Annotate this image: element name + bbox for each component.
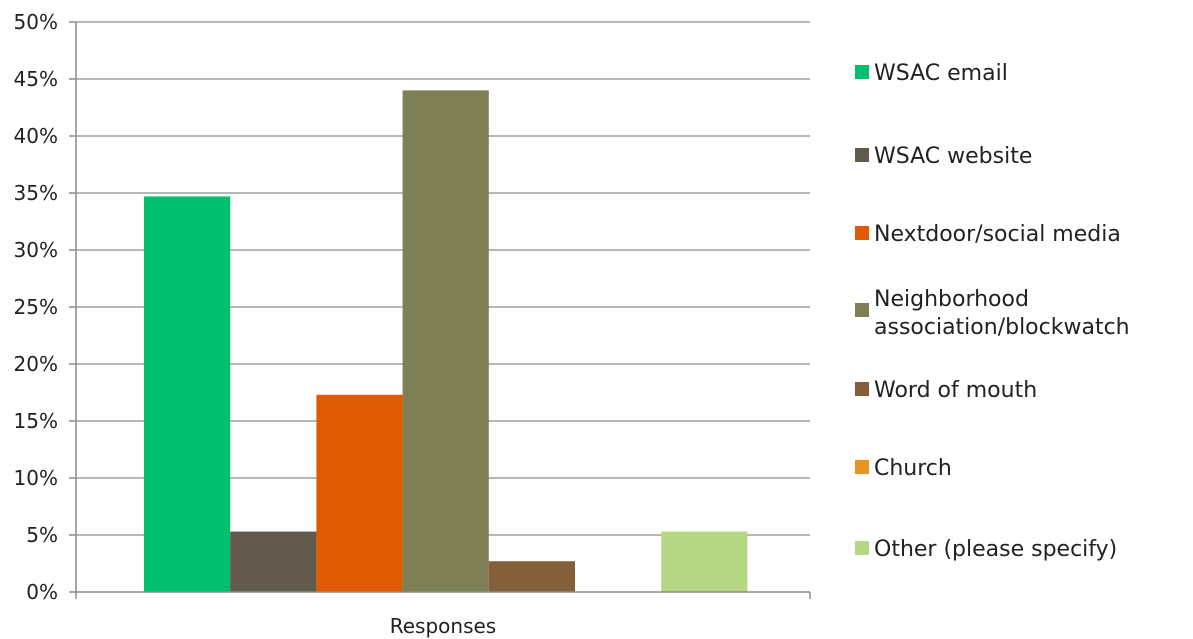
y-tick-label: 50%	[14, 10, 58, 34]
bar-3	[402, 90, 489, 593]
y-tick-label: 20%	[14, 352, 58, 376]
y-tick-label: 45%	[14, 67, 58, 91]
y-tick-label: 40%	[14, 124, 58, 148]
legend-swatch	[855, 65, 869, 79]
legend-label: WSAC website	[874, 144, 1032, 169]
bar-4	[488, 561, 575, 592]
x-axis-category-label: Responses	[390, 614, 496, 638]
legend-swatch	[855, 541, 869, 555]
bar-6	[661, 531, 748, 592]
legend-swatch	[855, 382, 869, 396]
y-tick-label: 5%	[26, 523, 58, 547]
y-tick-label: 0%	[26, 580, 58, 604]
legend: WSAC email WSAC website Nextdoor/social me…	[855, 61, 1130, 562]
y-tick-label: 10%	[14, 466, 58, 490]
bar-2	[316, 394, 403, 592]
legend-label: Other (please specify)	[874, 537, 1117, 562]
legend-label: WSAC email	[874, 61, 1008, 86]
bar-1	[230, 531, 317, 592]
legend-label: Neighborhood association/blockwatch	[874, 287, 1130, 340]
y-tick-label: 15%	[14, 409, 58, 433]
legend-label: Nextdoor/social media	[874, 222, 1121, 247]
y-axis-tick-labels: 0% 5% 10% 15% 20% 25% 30% 35% 40% 45% 50%	[14, 10, 58, 604]
legend-swatch	[855, 460, 869, 474]
legend-label: Word of mouth	[874, 378, 1037, 403]
y-tick-label: 25%	[14, 295, 58, 319]
y-tick-label: 30%	[14, 238, 58, 262]
bars	[144, 90, 748, 593]
legend-swatch	[855, 226, 869, 240]
legend-swatch	[855, 303, 869, 317]
legend-swatch	[855, 148, 869, 162]
bar-0	[144, 196, 231, 593]
legend-label: Church	[874, 456, 952, 481]
y-tick-label: 35%	[14, 181, 58, 205]
